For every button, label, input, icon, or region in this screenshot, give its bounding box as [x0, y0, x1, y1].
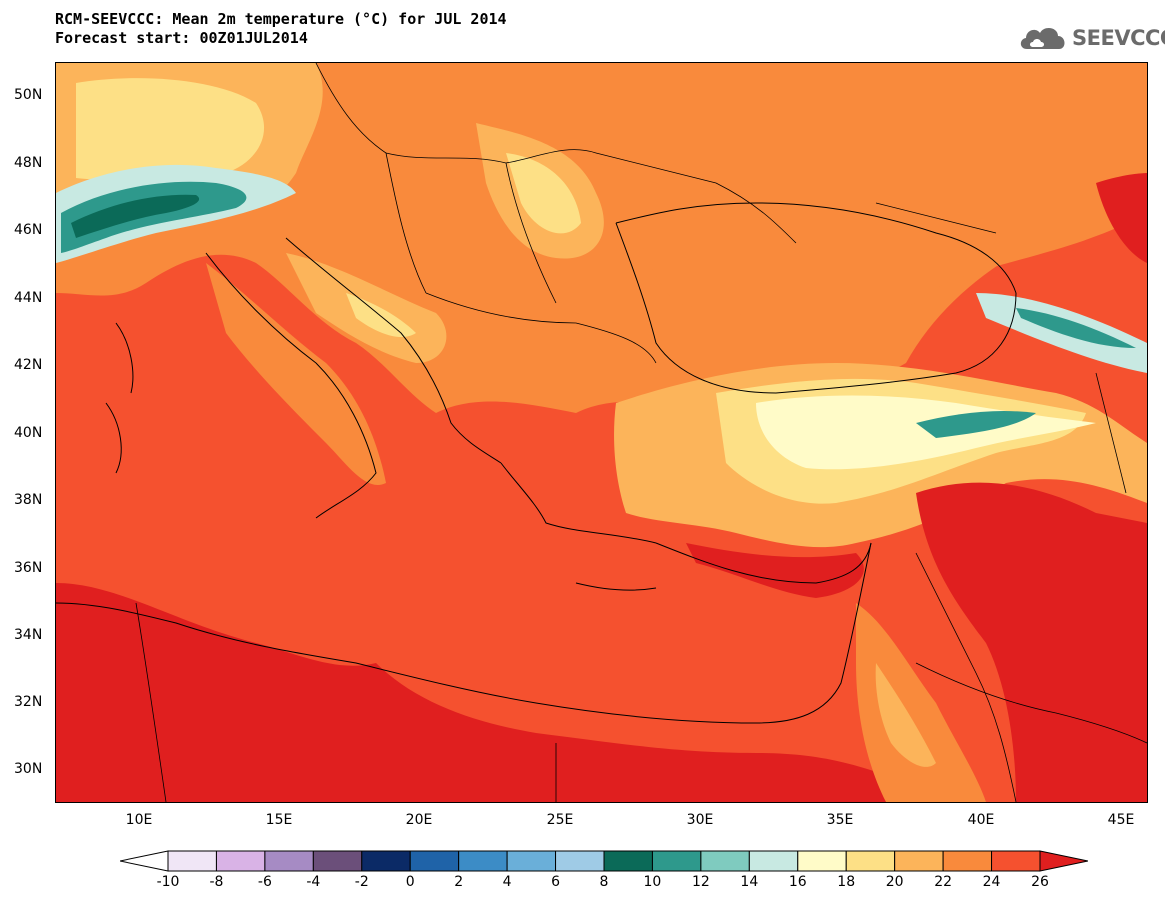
lon-label: 15E	[265, 812, 293, 828]
colorbar-box	[215, 850, 266, 872]
colorbar-box	[312, 850, 363, 872]
colorbar-box	[458, 850, 508, 872]
lat-label: 32N	[14, 694, 43, 710]
map-canvas	[56, 63, 1147, 802]
lat-label: 48N	[14, 155, 43, 171]
colorbar-box	[409, 850, 460, 872]
colorbar-box	[264, 850, 314, 872]
lon-label: 35E	[826, 812, 854, 828]
lat-label: 38N	[14, 492, 43, 508]
colorbar-box	[603, 850, 653, 872]
colorbar-box	[942, 850, 993, 872]
title-line-1: RCM-SEEVCCC: Mean 2m temperature (°C) fo…	[55, 10, 507, 28]
colorbar-box	[797, 850, 847, 872]
lon-label: 20E	[405, 812, 433, 828]
lat-label: 30N	[14, 761, 43, 777]
colorbar-tick-label: -10	[156, 874, 180, 890]
colorbar-box	[748, 850, 799, 872]
colorbar-box	[894, 850, 944, 872]
lon-label: 30E	[686, 812, 714, 828]
colorbar-tick-label: 0	[405, 874, 415, 890]
colorbar-tick-label: 20	[885, 874, 904, 890]
lon-label: 45E	[1107, 812, 1135, 828]
colorbar-tick-label: -4	[306, 874, 321, 890]
colorbar-under-triangle	[120, 850, 169, 872]
seevccc-logo: SEEVCCC	[1017, 22, 1165, 54]
colorbar-box	[991, 850, 1041, 872]
colorbar-tick-label: 6	[551, 874, 560, 890]
logo-text: SEEVCCC	[1072, 26, 1165, 50]
colorbar-tick-label: 2	[454, 874, 464, 890]
lat-label: 46N	[14, 222, 43, 238]
colorbar-tick-label: 18	[837, 874, 856, 890]
colorbar-box	[651, 850, 702, 872]
colorbar-box	[700, 850, 750, 872]
lon-label: 10E	[125, 812, 153, 828]
lon-label: 40E	[967, 812, 995, 828]
colorbar-tick-label: 22	[934, 874, 953, 890]
lat-label: 44N	[14, 290, 43, 306]
colorbar-tick-label: 14	[740, 874, 759, 890]
lon-label: 25E	[546, 812, 574, 828]
colorbar-tick-label: -6	[257, 874, 272, 890]
colorbar-tick-label: 24	[982, 874, 1001, 890]
colorbar-box	[361, 850, 411, 872]
colorbar-box	[555, 850, 605, 872]
colorbar-box	[845, 850, 896, 872]
colorbar-tick-label: -2	[354, 874, 369, 890]
lat-label: 42N	[14, 357, 43, 373]
colorbar-over-triangle	[1039, 850, 1088, 872]
lat-label: 50N	[14, 87, 43, 103]
colorbar-tick-label: 10	[643, 874, 662, 890]
lat-label: 36N	[14, 560, 43, 576]
map-title: RCM-SEEVCCC: Mean 2m temperature (°C) fo…	[55, 10, 507, 48]
colorbar-tick-label: 4	[502, 874, 512, 890]
temperature-map	[55, 62, 1148, 803]
colorbar-tick-label: 26	[1031, 874, 1049, 890]
title-line-2: Forecast start: 00Z01JUL2014	[55, 29, 308, 47]
colorbar	[120, 850, 1088, 872]
colorbar-tick-label: 8	[599, 874, 609, 890]
colorbar-tick-label: 16	[788, 874, 807, 890]
colorbar-tick-label: -8	[209, 874, 224, 890]
lat-label: 34N	[14, 627, 43, 643]
lat-label: 40N	[14, 425, 43, 441]
colorbar-box	[167, 850, 217, 872]
colorbar-box	[506, 850, 557, 872]
colorbar-tick-label: 12	[691, 874, 710, 890]
cloud-logo-icon	[1020, 27, 1065, 49]
